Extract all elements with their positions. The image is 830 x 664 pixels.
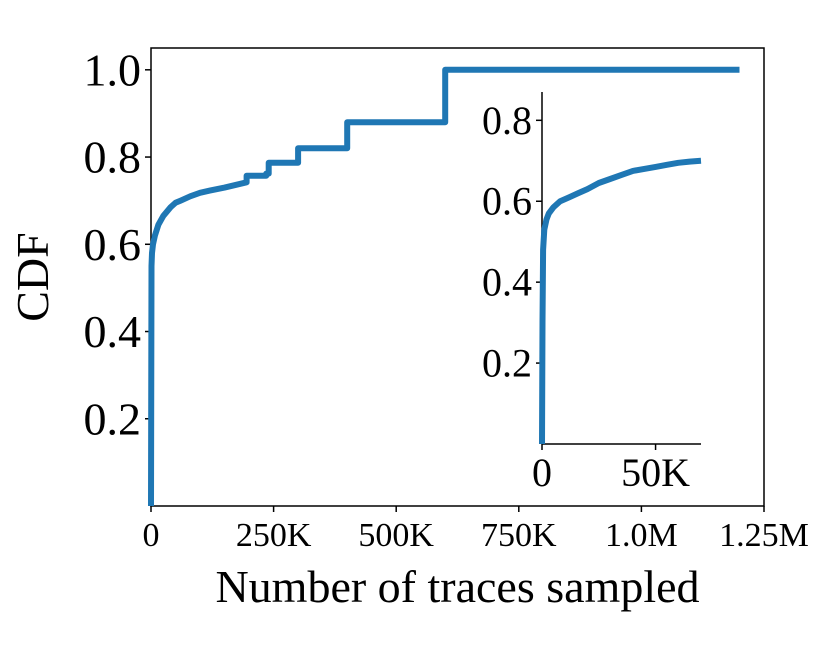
- main-x-tick-label: 250K: [236, 517, 312, 554]
- main-plot: 0.2 0.4 0.6 0.8 1.0 0 250K 500K 750K 1.0M 1.25M Num…: [7, 44, 809, 612]
- main-cdf-series-line: [148, 66, 740, 507]
- inset-plot: 0.2 0.4 0.6 0.8 0 50K: [482, 92, 702, 495]
- main-x-axis-label: Number of traces sampled: [215, 561, 699, 612]
- inset-y-tick-label: 0.8: [482, 98, 532, 143]
- main-y-tick-label: 0.2: [84, 393, 142, 444]
- main-y-tick-label: 1.0: [84, 44, 142, 95]
- inset-y-tick-label: 0.4: [482, 260, 532, 305]
- main-x-tick-label: 500K: [358, 517, 434, 554]
- main-x-tick-label: 1.0M: [605, 517, 678, 554]
- main-x-tick-label: 750K: [481, 517, 557, 554]
- main-y-tick-label: 0.4: [84, 306, 142, 357]
- main-x-tick-label: 0: [143, 517, 160, 554]
- main-y-tick-label: 0.8: [84, 132, 142, 183]
- main-x-tick-label: 1.25M: [719, 517, 809, 554]
- inset-cdf-series-line: [539, 157, 702, 445]
- inset-x-tick-label: 50K: [621, 450, 690, 495]
- main-y-axis-label: CDF: [7, 232, 58, 321]
- inset-y-tick-label: 0.2: [482, 341, 532, 386]
- inset-y-tick-label: 0.6: [482, 179, 532, 224]
- main-plot-frame: [150, 47, 765, 507]
- inset-x-tick-label: 0: [532, 450, 552, 495]
- main-y-tick-label: 0.6: [84, 219, 142, 270]
